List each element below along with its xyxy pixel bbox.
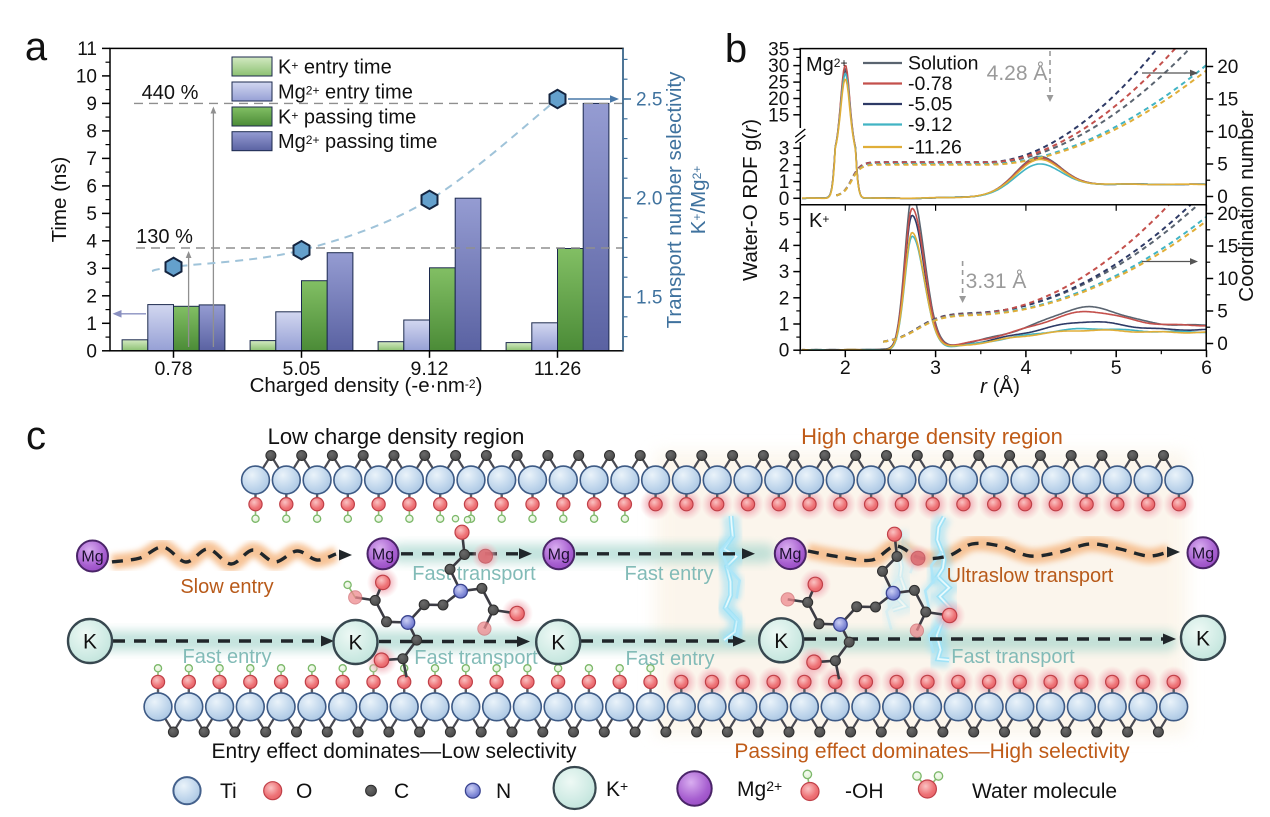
- svg-text:0: 0: [1217, 334, 1228, 355]
- svg-text:20: 20: [1217, 204, 1238, 225]
- svg-text:Water molecule: Water molecule: [972, 780, 1117, 803]
- svg-text:C: C: [394, 780, 409, 803]
- svg-text:20: 20: [1217, 57, 1238, 78]
- svg-text:N: N: [496, 780, 511, 803]
- svg-text:3: 3: [779, 139, 790, 160]
- svg-text:5: 5: [1111, 357, 1122, 379]
- svg-text:-OH: -OH: [845, 780, 884, 803]
- svg-text:2: 2: [779, 288, 790, 309]
- svg-text:5: 5: [1217, 302, 1228, 323]
- svg-text:11.26: 11.26: [534, 358, 581, 380]
- svg-text:Entry effect dominates—Low sel: Entry effect dominates—Low selectivity: [212, 740, 577, 763]
- svg-text:6: 6: [86, 176, 97, 197]
- svg-text:Ultraslow transport: Ultraslow transport: [947, 565, 1114, 587]
- svg-text:Fast transport: Fast transport: [951, 646, 1075, 668]
- svg-text:5.05: 5.05: [283, 358, 321, 380]
- svg-text:0: 0: [779, 341, 790, 362]
- svg-text:Fast entry: Fast entry: [625, 563, 714, 585]
- svg-text:15: 15: [768, 105, 789, 126]
- svg-text:1: 1: [86, 314, 97, 335]
- svg-text:2.0: 2.0: [636, 189, 662, 210]
- svg-text:Transport number selectivity: Transport number selectivity: [663, 71, 686, 328]
- svg-text:15: 15: [1217, 90, 1238, 111]
- svg-text:130 %: 130 %: [136, 226, 193, 248]
- svg-text:5: 5: [779, 210, 790, 231]
- svg-text:2: 2: [840, 357, 851, 379]
- svg-text:O: O: [296, 780, 312, 803]
- svg-text:r (Å): r (Å): [980, 375, 1020, 398]
- svg-text:K: K: [348, 632, 362, 655]
- svg-text:Coordination number: Coordination number: [1235, 110, 1258, 302]
- svg-text:3: 3: [86, 259, 97, 280]
- svg-text:25: 25: [768, 73, 789, 94]
- svg-text:K: K: [551, 632, 565, 655]
- svg-text:1.5: 1.5: [636, 288, 662, 309]
- svg-text:4.28 Å: 4.28 Å: [987, 62, 1048, 85]
- svg-text:Mg: Mg: [779, 546, 801, 563]
- svg-text:a: a: [25, 25, 48, 69]
- svg-text:15: 15: [1217, 237, 1238, 258]
- svg-text:Slow entry: Slow entry: [180, 576, 273, 598]
- svg-text:K: K: [83, 631, 97, 654]
- svg-text:Fast transport: Fast transport: [414, 647, 538, 669]
- svg-text:Mg: Mg: [1192, 545, 1214, 562]
- svg-text:11: 11: [77, 39, 97, 60]
- svg-text:Solution: Solution: [908, 53, 978, 75]
- svg-text:4: 4: [86, 231, 97, 252]
- svg-text:Mg: Mg: [81, 549, 103, 566]
- svg-text:Passing effect dominates—High: Passing effect dominates—High selectivit…: [734, 740, 1130, 763]
- svg-text:K: K: [1196, 627, 1210, 650]
- svg-text:5: 5: [1217, 155, 1228, 176]
- svg-text:Fast entry: Fast entry: [183, 646, 272, 668]
- svg-text:K+ passing time: K+ passing time: [278, 107, 416, 129]
- svg-text:3.31 Å: 3.31 Å: [966, 270, 1027, 293]
- svg-text:10: 10: [1217, 269, 1238, 290]
- svg-text:20: 20: [768, 89, 789, 110]
- svg-text:9: 9: [86, 94, 97, 115]
- svg-text:6: 6: [1201, 357, 1212, 379]
- svg-text:Time (ns): Time (ns): [48, 157, 71, 243]
- svg-text:Mg2+ entry time: Mg2+ entry time: [278, 82, 413, 104]
- svg-text:Charged density (-e·nm-2): Charged density (-e·nm-2): [250, 374, 483, 397]
- svg-text:1: 1: [779, 172, 790, 193]
- svg-text:10: 10: [76, 66, 97, 87]
- svg-text:K+ entry time: K+ entry time: [278, 57, 392, 79]
- svg-text:4: 4: [1020, 357, 1031, 379]
- svg-text:2: 2: [86, 286, 97, 307]
- svg-text:7: 7: [86, 149, 97, 170]
- svg-text:35: 35: [768, 40, 789, 61]
- svg-text:3: 3: [930, 357, 941, 379]
- svg-text:-9.12: -9.12: [908, 114, 952, 136]
- svg-text:2: 2: [779, 155, 790, 176]
- svg-text:2.5: 2.5: [636, 90, 662, 111]
- svg-text:K: K: [774, 630, 788, 653]
- svg-text:Fast entry: Fast entry: [626, 648, 715, 670]
- svg-text:Mg: Mg: [372, 546, 394, 563]
- svg-text:c: c: [26, 414, 46, 458]
- svg-text:Fast transport: Fast transport: [412, 563, 536, 585]
- svg-text:Mg2+ passing time: Mg2+ passing time: [278, 131, 437, 153]
- svg-text:0: 0: [86, 341, 97, 362]
- svg-text:3: 3: [779, 262, 790, 283]
- svg-text:440 %: 440 %: [142, 82, 199, 104]
- svg-text:30: 30: [768, 56, 789, 77]
- svg-text:Water-O RDF g(r): Water-O RDF g(r): [739, 119, 762, 281]
- svg-text:b: b: [725, 27, 747, 71]
- svg-text:5: 5: [86, 204, 97, 225]
- svg-text:-0.78: -0.78: [908, 73, 952, 95]
- svg-text:Low charge density region: Low charge density region: [268, 424, 525, 449]
- svg-text:4: 4: [779, 236, 790, 257]
- svg-text:8: 8: [86, 121, 97, 142]
- svg-text:1: 1: [779, 315, 790, 336]
- svg-text:-5.05: -5.05: [908, 94, 953, 116]
- svg-text:High charge density region: High charge density region: [801, 424, 1063, 449]
- svg-text:Mg: Mg: [548, 546, 570, 563]
- svg-text:0: 0: [1217, 187, 1228, 208]
- svg-text:-11.26: -11.26: [908, 137, 962, 159]
- svg-text:9.12: 9.12: [411, 358, 449, 380]
- svg-text:Ti: Ti: [220, 780, 237, 803]
- svg-text:10: 10: [1217, 122, 1238, 143]
- svg-text:0: 0: [779, 189, 790, 210]
- svg-text:0.78: 0.78: [155, 358, 193, 380]
